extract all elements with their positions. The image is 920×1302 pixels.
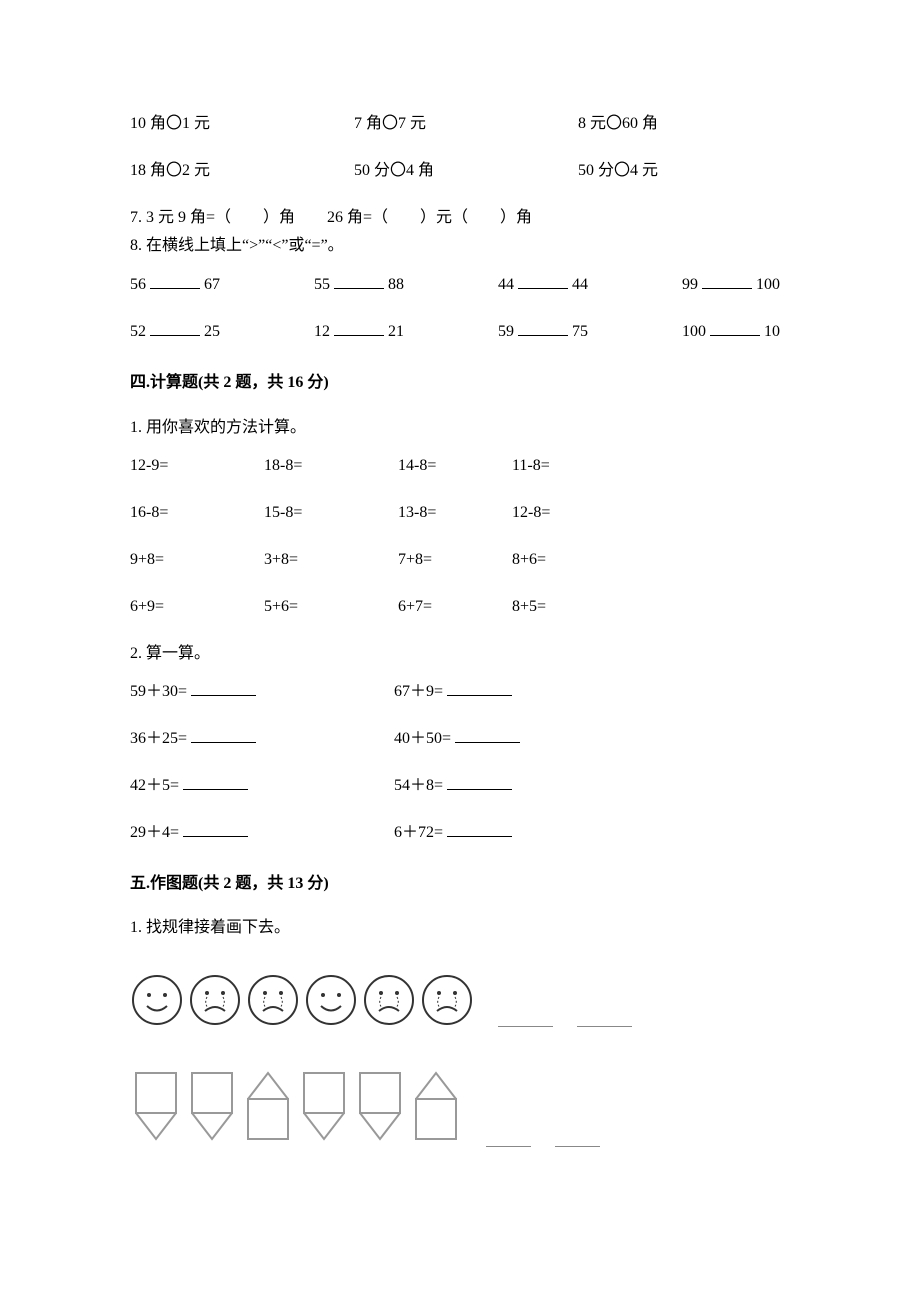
shapes-row [130,1067,790,1147]
expr: 54＋8= [394,772,516,801]
txt: 40＋50= [394,730,451,747]
answer-blank[interactable] [555,1146,600,1147]
sec4-title: 四.计算题(共 2 题，共 16 分) [130,369,790,398]
answer-blank[interactable] [486,1146,531,1147]
num: 55 [314,276,330,293]
calc2-r4: 29＋4= 6＋72= [130,819,790,848]
num: 12 [314,323,330,340]
expr: 7+8= [398,546,508,575]
q6-row1: 10 角〇1 元 7 角〇7 元 8 元〇60 角 [130,110,790,139]
pentagon-up-icon [410,1067,462,1147]
expr: 8+6= [512,546,546,575]
q8-r2-2: 12 21 [314,318,494,347]
txt: 36＋25= [130,730,187,747]
q7-line: 7. 3 元 9 角=（ ）角 26 角=（ ）元（ ）角 [130,204,790,233]
q8-r2-3: 59 75 [498,318,678,347]
num: 59 [498,323,514,340]
pentagon-down-icon [298,1067,350,1147]
pentagon-down-icon [130,1067,182,1147]
q8-row1: 56 67 55 88 44 44 99 100 [130,271,790,300]
expr: 9+8= [130,546,260,575]
calc-r2: 16-8= 15-8= 13-8= 12-8= [130,499,790,528]
num: 100 [682,323,706,340]
calc2-r2: 36＋25= 40＋50= [130,725,790,754]
num: 44 [498,276,514,293]
calc2-r3: 42＋5= 54＋8= [130,772,790,801]
faces-row [130,973,790,1027]
pentagon-down-icon [354,1067,406,1147]
expr: 6＋72= [394,819,516,848]
txt: 59＋30= [130,683,187,700]
num: 100 [756,276,780,293]
num: 44 [572,276,588,293]
cry-face-icon [188,973,242,1027]
txt: 42＋5= [130,777,179,794]
sec5-title: 五.作图题(共 2 题，共 13 分) [130,870,790,899]
expr: 3+8= [264,546,394,575]
calc-r1: 12-9= 18-8= 14-8= 11-8= [130,452,790,481]
cry-face-icon [362,973,416,1027]
txt: 6＋72= [394,824,443,841]
q6-r1c1: 10 角〇1 元 [130,110,350,139]
calc-r4: 6+9= 5+6= 6+7= 8+5= [130,593,790,622]
expr: 6+7= [398,593,508,622]
smile-face-icon [130,973,184,1027]
q8-title: 8. 在横线上填上“>”“<”或“=”。 [130,232,790,261]
q8-r2-1: 52 25 [130,318,310,347]
q8-r1-3: 44 44 [498,271,678,300]
expr: 42＋5= [130,772,390,801]
num: 56 [130,276,146,293]
expr: 13-8= [398,499,508,528]
expr: 40＋50= [394,725,524,754]
q6-r2c3: 50 分〇4 元 [578,157,658,186]
q8-r1-4: 99 100 [682,271,780,300]
q8-r1-2: 55 88 [314,271,494,300]
expr: 59＋30= [130,678,390,707]
expr: 8+5= [512,593,546,622]
answer-blank[interactable] [577,1026,632,1027]
answer-blank[interactable] [498,1026,553,1027]
pentagon-up-icon [242,1067,294,1147]
q6-r2c2: 50 分〇4 角 [354,157,574,186]
expr: 67＋9= [394,678,516,707]
q6-r1c3: 8 元〇60 角 [578,110,658,139]
pentagon-down-icon [186,1067,238,1147]
expr: 11-8= [512,452,550,481]
q6-r2c1: 18 角〇2 元 [130,157,350,186]
expr: 15-8= [264,499,394,528]
sec4-q2: 2. 算一算。 [130,640,790,669]
expr: 12-9= [130,452,260,481]
txt: 29＋4= [130,824,179,841]
num: 21 [388,323,404,340]
expr: 5+6= [264,593,394,622]
txt: 54＋8= [394,777,443,794]
sec5-q1: 1. 找规律接着画下去。 [130,914,790,943]
smile-face-icon [304,973,358,1027]
expr: 16-8= [130,499,260,528]
expr: 36＋25= [130,725,390,754]
cry-face-icon [246,973,300,1027]
num: 10 [764,323,780,340]
num: 88 [388,276,404,293]
expr: 18-8= [264,452,394,481]
txt: 67＋9= [394,683,443,700]
expr: 6+9= [130,593,260,622]
calc2-r1: 59＋30= 67＋9= [130,678,790,707]
q6-row2: 18 角〇2 元 50 分〇4 角 50 分〇4 元 [130,157,790,186]
q8-r2-4: 100 10 [682,318,780,347]
expr: 12-8= [512,499,550,528]
q8-r1-1: 56 67 [130,271,310,300]
num: 75 [572,323,588,340]
calc-r3: 9+8= 3+8= 7+8= 8+6= [130,546,790,575]
q6-r1c2: 7 角〇7 元 [354,110,574,139]
num: 52 [130,323,146,340]
expr: 29＋4= [130,819,390,848]
num: 99 [682,276,698,293]
q8-row2: 52 25 12 21 59 75 100 10 [130,318,790,347]
num: 25 [204,323,220,340]
num: 67 [204,276,220,293]
sec4-q1: 1. 用你喜欢的方法计算。 [130,414,790,443]
cry-face-icon [420,973,474,1027]
expr: 14-8= [398,452,508,481]
